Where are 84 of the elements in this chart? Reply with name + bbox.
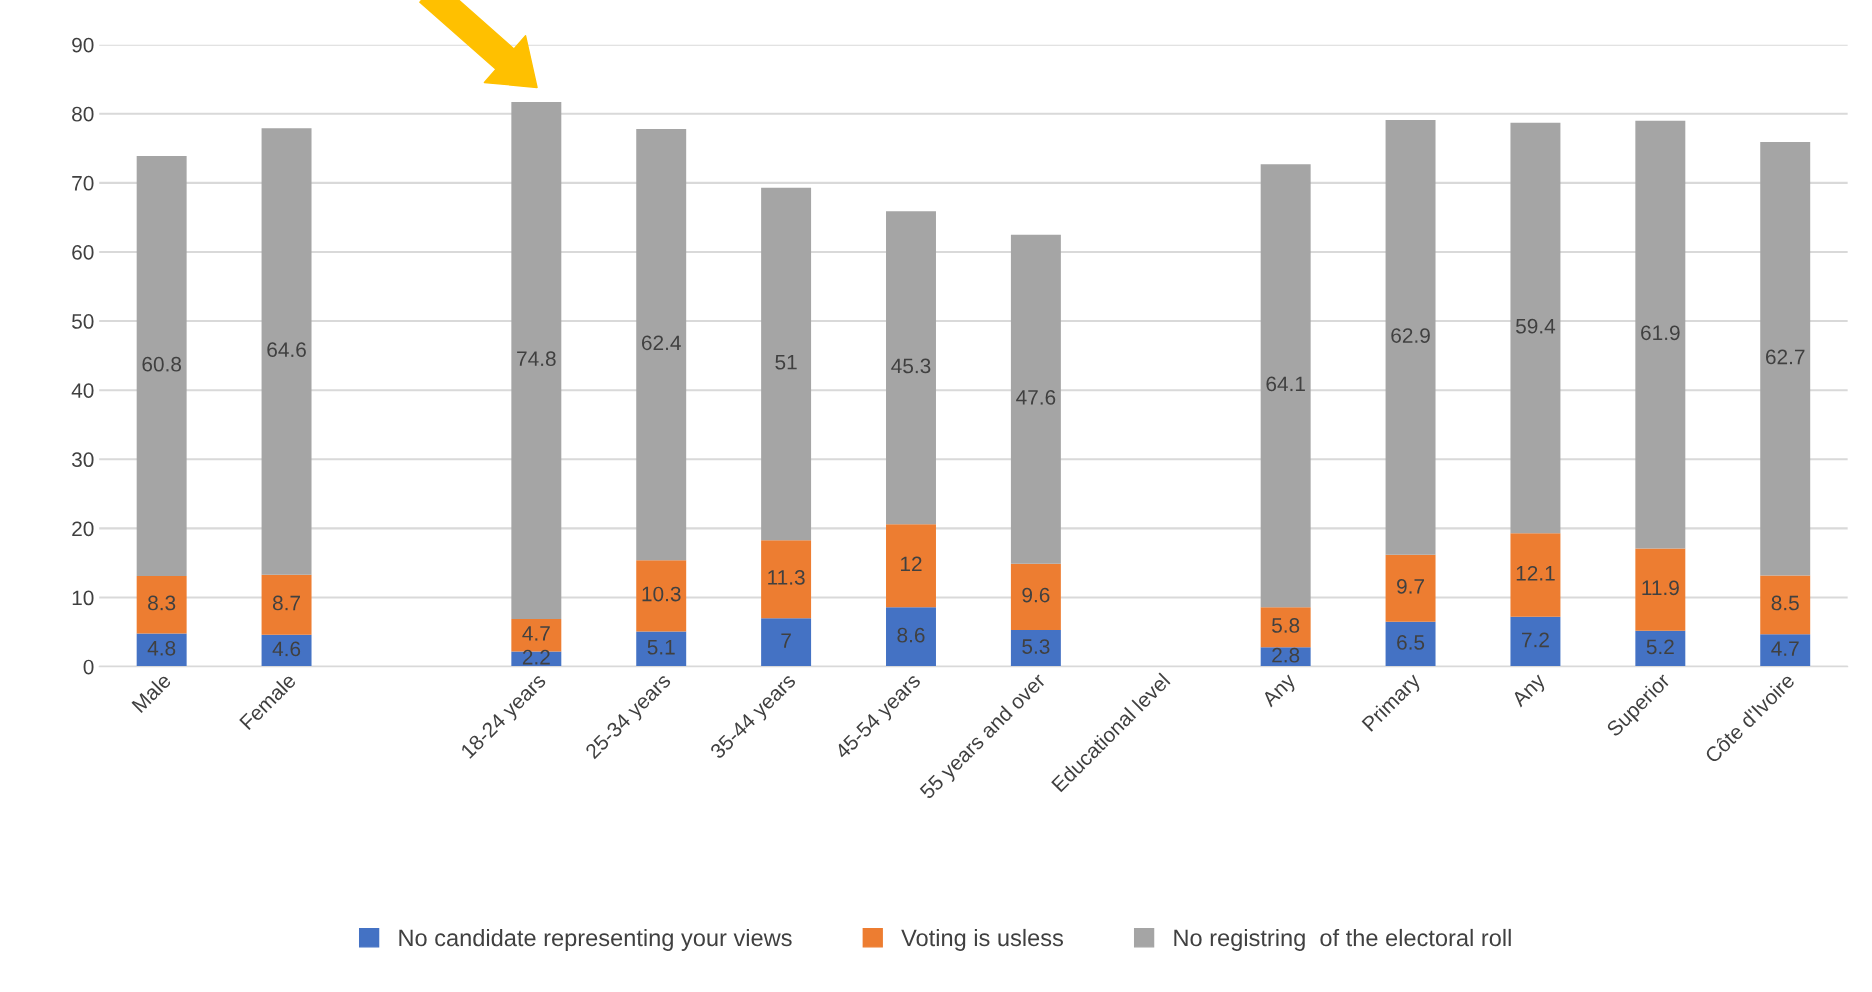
y-tick-label: 90 [72, 37, 94, 53]
y-tick-label: 40 [71, 383, 94, 398]
data-label: 10.3 [642, 586, 681, 602]
y-tick-label: 0 [83, 659, 94, 675]
bar [636, 631, 687, 667]
data-label: 62.4 [642, 335, 681, 351]
bar [886, 524, 936, 608]
data-label: 8.3 [148, 595, 176, 611]
legend-label: No registring of the electoral roll [1174, 928, 1511, 951]
x-tick-label: Any [1510, 672, 1550, 711]
data-label: 11.3 [768, 570, 805, 585]
bar [1385, 554, 1436, 622]
y-tick-label: 70 [72, 175, 94, 191]
bar [136, 633, 187, 667]
bar [1635, 120, 1686, 549]
data-label: 4.7 [1771, 641, 1799, 656]
bar [1385, 119, 1436, 555]
bar [1760, 142, 1811, 576]
data-label: 59.4 [1516, 318, 1556, 334]
data-label: 64.6 [267, 342, 306, 358]
legend-label: No candidate representing your views [399, 928, 792, 951]
data-label: 62.9 [1391, 328, 1430, 343]
data-label: 4.7 [522, 626, 550, 641]
data-label: 5.3 [1022, 639, 1050, 654]
data-label: 8.6 [897, 627, 925, 643]
data-label: 7 [781, 633, 791, 648]
bar [636, 560, 687, 632]
bar [1510, 616, 1561, 667]
data-label: 6.5 [1397, 635, 1425, 650]
data-label: 74.8 [517, 351, 556, 367]
data-label: 64.1 [1266, 376, 1305, 392]
y-tick-label: 20 [72, 521, 94, 537]
data-label: 4.8 [147, 640, 176, 656]
bar [761, 618, 812, 667]
data-label: 5.8 [1272, 618, 1300, 633]
data-label: 47.6 [1016, 390, 1056, 405]
data-label: 2.2 [522, 649, 550, 665]
bar [636, 128, 687, 561]
data-label: 62.7 [1766, 349, 1805, 365]
bar [1010, 563, 1061, 630]
bar [1260, 607, 1311, 648]
bar [511, 102, 562, 619]
y-tick-label: 10 [72, 590, 94, 606]
bar [1010, 234, 1061, 564]
y-tick-label: 50 [72, 314, 94, 329]
bar [261, 574, 312, 635]
data-label: 7.2 [1522, 632, 1549, 648]
data-label: 5.1 [647, 640, 675, 655]
data-label: 61.9 [1641, 325, 1680, 341]
bar [761, 540, 812, 619]
y-tick-label: 30 [71, 452, 94, 468]
data-label: 12.1 [1516, 565, 1555, 581]
bar [261, 128, 312, 575]
bar [886, 607, 936, 667]
y-tick-label: 60 [72, 244, 94, 260]
data-label: 60.8 [142, 356, 182, 372]
data-label: 12 [901, 556, 922, 572]
data-label: 2.8 [1272, 647, 1300, 663]
data-label: 9.7 [1397, 579, 1424, 594]
data-label: 11.9 [1642, 580, 1679, 596]
bar [1635, 630, 1686, 667]
bar [886, 211, 936, 525]
legend-label: Voting is usless [901, 928, 1063, 951]
data-label: 45.3 [891, 358, 931, 374]
bar [261, 634, 312, 667]
bar [1385, 621, 1436, 667]
data-label: 51 [775, 354, 797, 370]
data-label: 8.7 [272, 595, 300, 611]
data-label: 4.6 [272, 641, 301, 657]
x-tick-label: Any [1260, 672, 1300, 711]
data-label: 8.5 [1771, 595, 1799, 611]
bar [1510, 122, 1561, 534]
data-label: 5.2 [1646, 639, 1674, 655]
bar [1260, 164, 1311, 608]
bar [136, 576, 187, 634]
bar [1760, 634, 1811, 667]
bar [761, 187, 812, 541]
bar [136, 155, 187, 577]
bar [1635, 548, 1686, 631]
bar [1510, 533, 1561, 617]
bar [1010, 630, 1061, 667]
y-tick-label: 80 [72, 106, 94, 122]
bar [1760, 575, 1811, 635]
data-label: 9.6 [1022, 587, 1050, 603]
